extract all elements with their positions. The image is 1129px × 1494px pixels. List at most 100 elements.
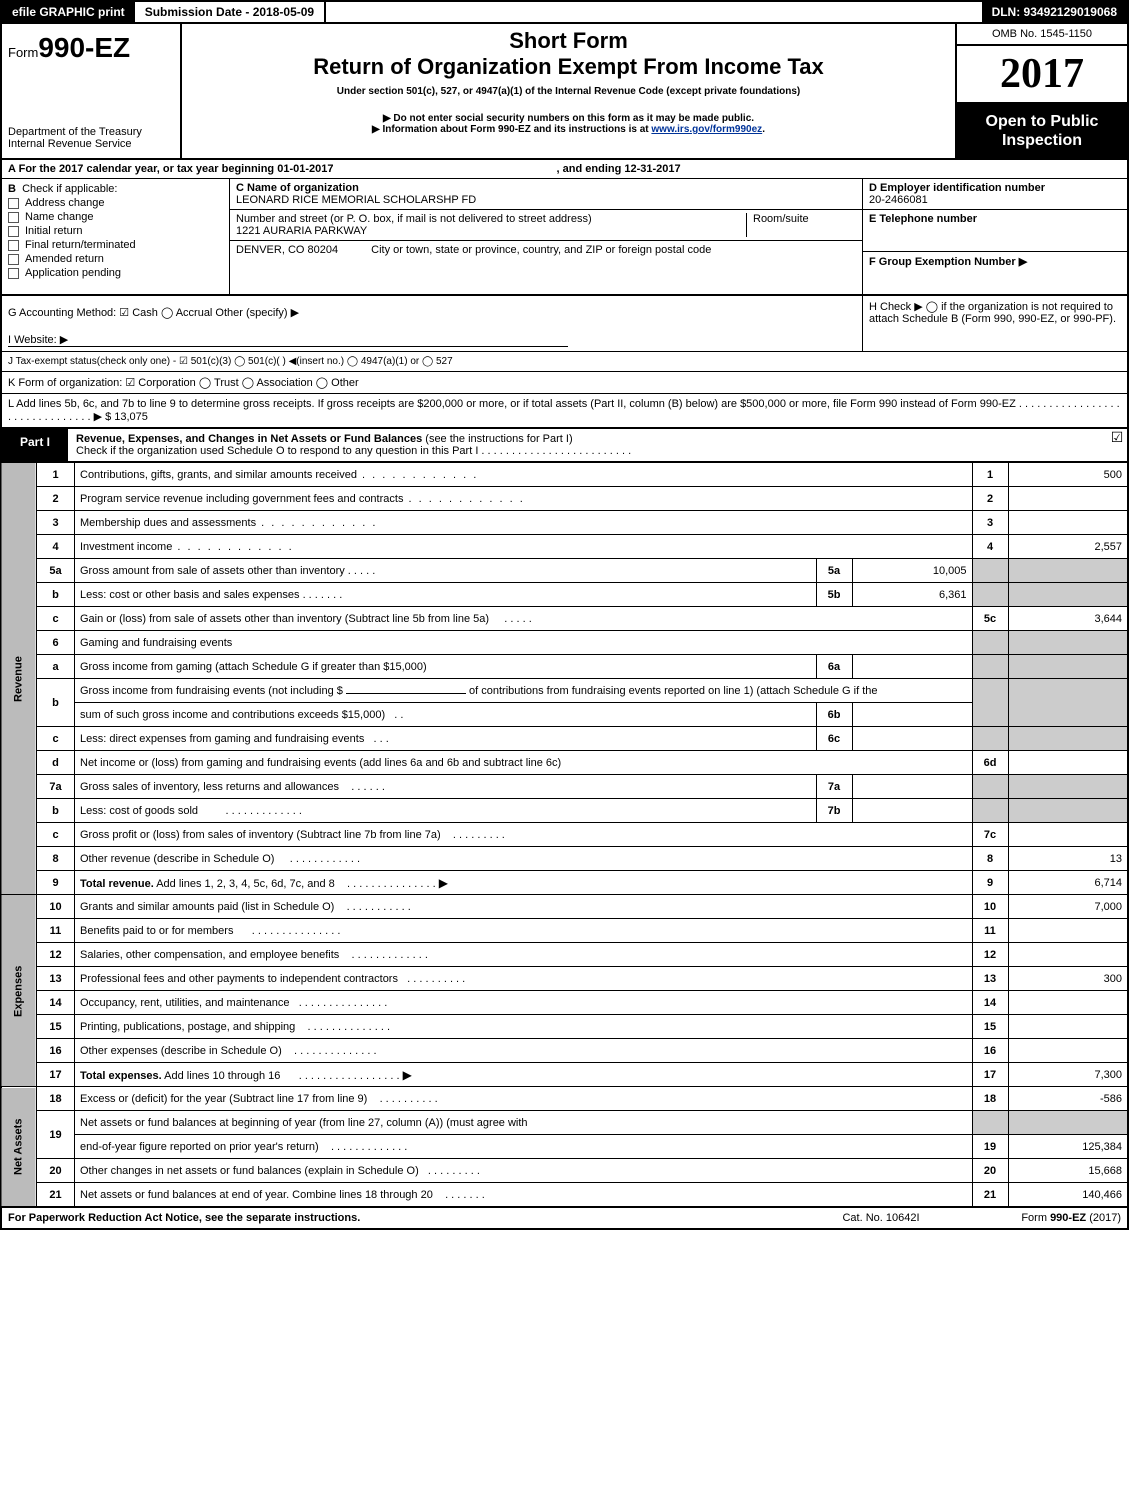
ln-6: 6	[37, 631, 75, 655]
side-label-expenses: Expenses	[1, 895, 37, 1087]
desc-9-rest: Add lines 1, 2, 3, 4, 5c, 6d, 7c, and 8	[156, 878, 335, 890]
desc-18: Excess or (deficit) for the year (Subtra…	[80, 1093, 367, 1105]
val-2	[1008, 487, 1128, 511]
row-A-tax-year: A For the 2017 calendar year, or tax yea…	[0, 160, 1129, 178]
irs-link[interactable]: www.irs.gov/form990ez	[651, 124, 762, 135]
col-13: 13	[972, 967, 1008, 991]
col-20: 20	[972, 1159, 1008, 1183]
ln-7c: c	[37, 823, 75, 847]
H-schedule-b: H Check ▶ ◯ if the organization is not r…	[862, 296, 1127, 351]
ln-21: 21	[37, 1183, 75, 1207]
desc-19a: Net assets or fund balances at beginning…	[75, 1111, 973, 1135]
col-DEF: D Employer identification number 20-2466…	[862, 179, 1127, 294]
col-15: 15	[972, 1015, 1008, 1039]
val-8: 13	[1008, 847, 1128, 871]
desc-7b: Less: cost of goods sold	[80, 805, 198, 817]
shade-5a	[972, 559, 1008, 583]
desc-6d: Net income or (loss) from gaming and fun…	[75, 751, 973, 775]
val-4: 2,557	[1008, 535, 1128, 559]
ln-9: 9	[37, 871, 75, 895]
desc-3: Membership dues and assessments	[80, 517, 256, 529]
ln-4: 4	[37, 535, 75, 559]
dept-treasury: Department of the Treasury	[8, 126, 174, 138]
ln-5a: 5a	[37, 559, 75, 583]
val-19: 125,384	[1008, 1135, 1128, 1159]
chk-final-return[interactable]	[8, 240, 19, 251]
ln-20: 20	[37, 1159, 75, 1183]
sub-5a: 5a	[816, 559, 852, 583]
footer-form-bold: 990-EZ	[1050, 1212, 1086, 1224]
desc-19b: end-of-year figure reported on prior yea…	[80, 1141, 319, 1153]
shade-6a	[972, 655, 1008, 679]
dln: DLN: 93492129019068	[982, 2, 1127, 22]
tax-year: 2017	[1000, 51, 1084, 97]
ln-6c: c	[37, 727, 75, 751]
note-ssn: ▶ Do not enter social security numbers o…	[192, 113, 945, 124]
chk-initial-return[interactable]	[8, 226, 19, 237]
shade-6c	[972, 727, 1008, 751]
D-ein-value: 20-2466081	[869, 194, 1121, 206]
sub-6c: 6c	[816, 727, 852, 751]
chk-address-change[interactable]	[8, 198, 19, 209]
ln-5b: b	[37, 583, 75, 607]
row-A-mid: , and ending 12-31-2017	[557, 163, 681, 175]
part-1-checkbox[interactable]: ☑	[1107, 429, 1127, 461]
E-label: E Telephone number	[869, 213, 1121, 225]
ln-7b: b	[37, 799, 75, 823]
city-value: DENVER, CO 80204	[236, 244, 338, 256]
part-1-desc: Revenue, Expenses, and Changes in Net As…	[68, 429, 1107, 461]
efile-tag: efile GRAPHIC print	[2, 2, 135, 22]
part-1-table: Revenue 1 Contributions, gifts, grants, …	[0, 462, 1129, 1208]
val-3	[1008, 511, 1128, 535]
col-7c: 7c	[972, 823, 1008, 847]
col-1: 1	[972, 463, 1008, 487]
part-1-header: Part I Revenue, Expenses, and Changes in…	[0, 429, 1129, 462]
sub-6b: 6b	[816, 703, 852, 727]
val-7c	[1008, 823, 1128, 847]
desc-8: Other revenue (describe in Schedule O)	[80, 853, 274, 865]
shade-6-v	[1008, 631, 1128, 655]
col-16: 16	[972, 1039, 1008, 1063]
desc-5b: Less: cost or other basis and sales expe…	[80, 589, 300, 601]
part-1-note: (see the instructions for Part I)	[422, 433, 572, 445]
subval-6c	[852, 727, 972, 751]
chk-application-pending[interactable]	[8, 268, 19, 279]
desc-17-rest: Add lines 10 through 16	[164, 1070, 280, 1082]
I-website: I Website: ▶	[8, 333, 568, 347]
chk-name-change[interactable]	[8, 212, 19, 223]
ln-1: 1	[37, 463, 75, 487]
city-label: City or town, state or province, country…	[371, 244, 711, 256]
shade-7b	[972, 799, 1008, 823]
sub-7a: 7a	[816, 775, 852, 799]
subtitle: Under section 501(c), 527, or 4947(a)(1)…	[192, 86, 945, 97]
header-center: Short Form Return of Organization Exempt…	[182, 24, 957, 158]
col-14: 14	[972, 991, 1008, 1015]
val-18: -586	[1008, 1087, 1128, 1111]
shade-5b-v	[1008, 583, 1128, 607]
desc-10: Grants and similar amounts paid (list in…	[80, 901, 334, 913]
val-5c: 3,644	[1008, 607, 1128, 631]
col-17: 17	[972, 1063, 1008, 1087]
ln-6d: d	[37, 751, 75, 775]
title-main: Return of Organization Exempt From Incom…	[192, 54, 945, 80]
row-J-tax-exempt: J Tax-exempt status(check only one) - ☑ …	[0, 352, 1129, 372]
val-9: 6,714	[1008, 871, 1128, 895]
subval-5a: 10,005	[852, 559, 972, 583]
blank-6b[interactable]	[346, 693, 466, 694]
footer-paperwork: For Paperwork Reduction Act Notice, see …	[8, 1212, 801, 1224]
header-left: Form990-EZ Department of the Treasury In…	[2, 24, 182, 158]
col-6d: 6d	[972, 751, 1008, 775]
val-13: 300	[1008, 967, 1128, 991]
section-B: B Check if applicable: Address change Na…	[0, 178, 1129, 296]
col-18: 18	[972, 1087, 1008, 1111]
desc-6b-pre: Gross income from fundraising events (no…	[80, 685, 346, 697]
lbl-application-pending: Application pending	[25, 267, 121, 279]
header-right: OMB No. 1545-1150 2017 Open to Public In…	[957, 24, 1127, 158]
desc-4: Investment income	[80, 541, 172, 553]
spacer	[326, 2, 981, 22]
col-12: 12	[972, 943, 1008, 967]
val-6d	[1008, 751, 1128, 775]
val-17: 7,300	[1008, 1063, 1128, 1087]
chk-amended-return[interactable]	[8, 254, 19, 265]
lbl-amended-return: Amended return	[25, 253, 104, 265]
